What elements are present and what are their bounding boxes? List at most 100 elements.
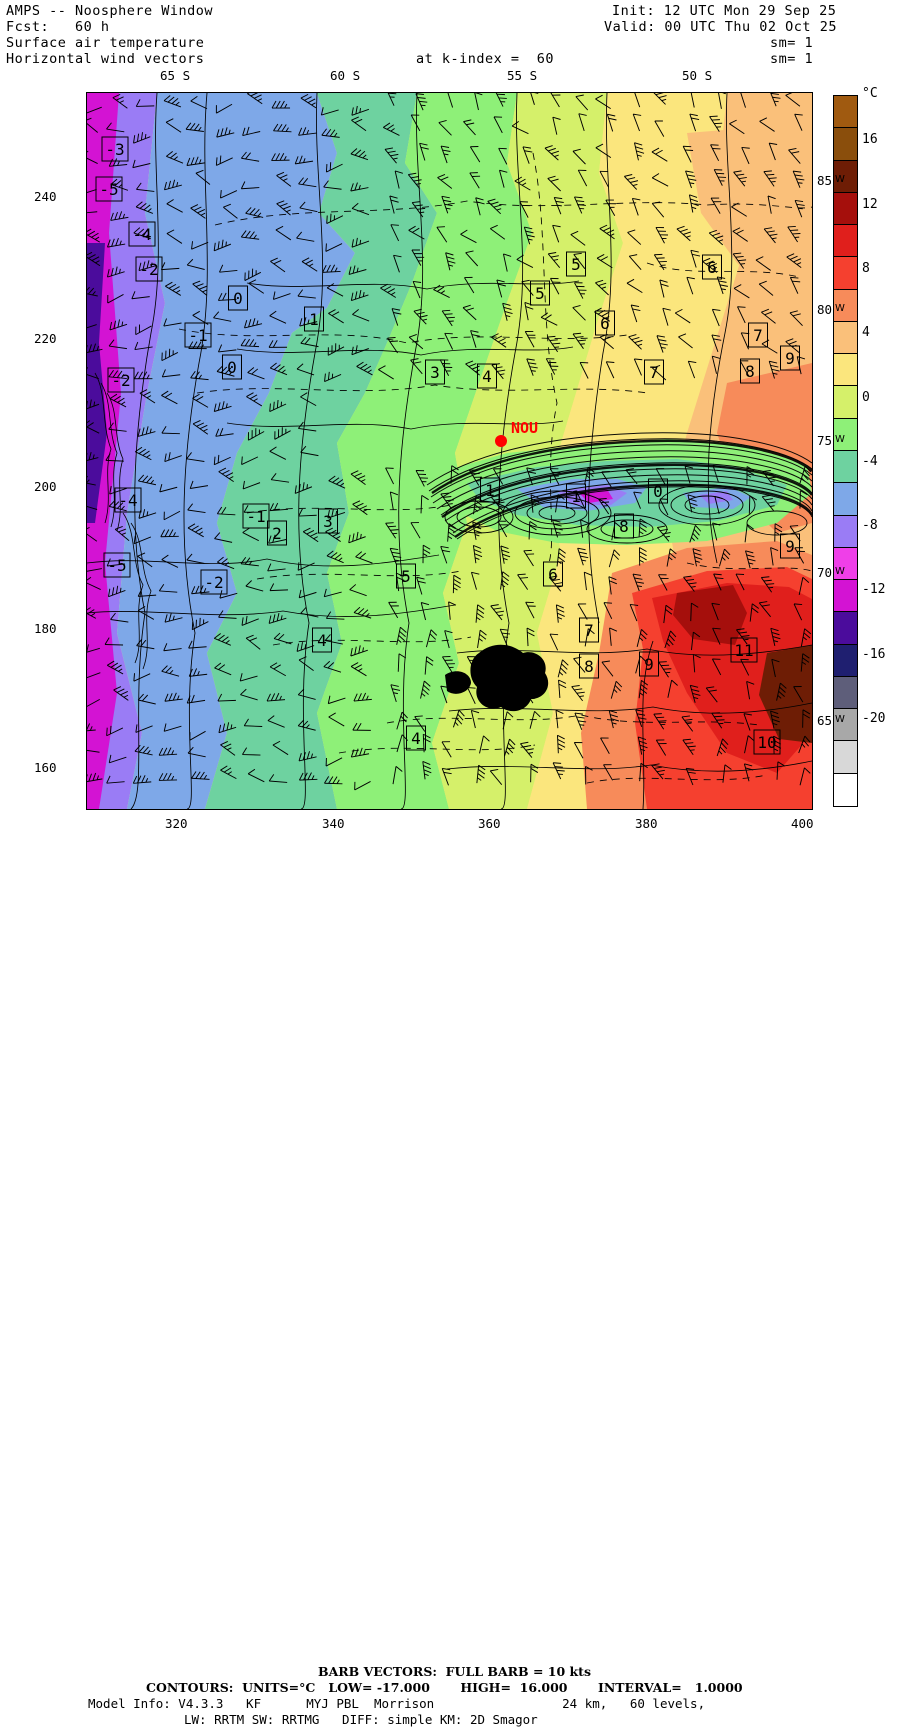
contour-label: -2: [108, 368, 134, 392]
svg-text:8: 8: [745, 362, 755, 381]
contour-label: -2: [201, 570, 227, 594]
colorbar-band: [834, 516, 857, 548]
colorbar-band: [834, 645, 857, 677]
contour-label: 10: [754, 730, 780, 754]
colorbar-tick-label: 16: [862, 132, 878, 147]
colorbar-lat-mark: W: [835, 715, 845, 725]
colorbar-band: [834, 483, 857, 515]
svg-text:0: 0: [653, 482, 663, 501]
contour-label: -2: [136, 257, 162, 281]
svg-text:-5: -5: [107, 556, 126, 575]
svg-text:-2: -2: [111, 371, 130, 390]
contour-label: -5: [104, 553, 130, 577]
colorbar-tick-label: 4: [862, 325, 870, 340]
svg-text:-4: -4: [118, 491, 137, 510]
valid-time: Valid: 00 UTC Thu 02 Oct 25: [604, 20, 837, 35]
svg-text:-2: -2: [204, 573, 223, 592]
amps-noosphere-window: AMPS -- Noosphere Window Fcst: 60 h Surf…: [0, 0, 900, 900]
colorbar-lat-label: 70: [806, 565, 832, 580]
field-name: Surface air temperature: [6, 36, 204, 51]
svg-text:5: 5: [535, 284, 545, 303]
bottom-axis-tick: 380: [635, 816, 658, 831]
svg-text:1: 1: [485, 481, 495, 500]
app-title: AMPS -- Noosphere Window: [6, 4, 213, 19]
left-axis-tick: 220: [34, 331, 57, 346]
svg-text:1: 1: [571, 487, 581, 506]
k-index-label: at k-index = 60: [416, 52, 554, 67]
bottom-axis-tick: 320: [165, 816, 188, 831]
svg-text:5: 5: [571, 255, 581, 274]
colorbar-band: [834, 354, 857, 386]
colorbar-lat-mark: W: [835, 435, 845, 445]
colorbar-lat-label: 80: [806, 302, 832, 317]
contour-legend: CONTOURS: UNITS=°C LOW= -17.000 HIGH= 16…: [146, 1680, 743, 1695]
contour-label: -1: [243, 504, 269, 528]
smoothing-2: sm= 1: [770, 52, 813, 67]
colorbar-tick-label: 0: [862, 390, 870, 405]
contour-label: 11: [731, 638, 757, 662]
svg-text:7: 7: [753, 326, 763, 345]
init-time: Init: 12 UTC Mon 29 Sep 25: [612, 4, 836, 19]
colorbar-tick-label: -8: [862, 518, 878, 533]
colorbar-band: [834, 774, 857, 806]
colorbar-band: [834, 322, 857, 354]
svg-text:7: 7: [584, 621, 594, 640]
colorbar-unit-label: °C: [862, 86, 878, 101]
svg-text:9: 9: [644, 655, 654, 674]
physics-info: LW: RRTM SW: RRTMG DIFF: simple KM: 2D S…: [184, 1712, 538, 1727]
left-axis-tick: 160: [34, 760, 57, 775]
colorbar-band: [834, 128, 857, 160]
colorbar-tick-label: -20: [862, 711, 885, 726]
colorbar-lat-mark: W: [835, 175, 845, 185]
top-axis-tick: 60 S: [330, 68, 360, 83]
top-axis-tick: 55 S: [507, 68, 537, 83]
svg-text:-5: -5: [99, 180, 118, 199]
vector-field-name: Horizontal wind vectors: [6, 52, 204, 67]
colorbar-lat-label: 75: [806, 433, 832, 448]
left-axis-tick: 180: [34, 621, 57, 636]
contour-label: -5: [96, 177, 122, 201]
colorbar-band: [834, 451, 857, 483]
footer: BARB VECTORS: FULL BARB = 10 kts CONTOUR…: [0, 830, 900, 900]
top-axis-tick: 65 S: [160, 68, 190, 83]
barb-legend: BARB VECTORS: FULL BARB = 10 kts: [318, 1664, 591, 1679]
svg-text:-1: -1: [246, 507, 265, 526]
left-axis-tick: 240: [34, 189, 57, 204]
svg-text:6: 6: [707, 258, 717, 277]
svg-text:9: 9: [785, 349, 795, 368]
svg-text:7: 7: [649, 363, 659, 382]
colorbar-tick-label: 8: [862, 261, 870, 276]
contour-label: -3: [102, 137, 128, 161]
svg-text:0: 0: [227, 358, 237, 377]
header: AMPS -- Noosphere Window Fcst: 60 h Surf…: [0, 0, 900, 90]
colorbar-lat-label: 65: [806, 713, 832, 728]
svg-text:-3: -3: [105, 140, 124, 159]
svg-text:5: 5: [401, 567, 411, 586]
svg-text:-1: -1: [188, 326, 207, 345]
svg-text:4: 4: [317, 631, 327, 650]
map-canvas: -3-5-4-20-11-203456567897-4-13-5-2245608…: [87, 93, 812, 809]
colorbar-band: [834, 225, 857, 257]
colorbar-band: [834, 612, 857, 644]
colorbar-lat-label: 85: [806, 173, 832, 188]
svg-text:6: 6: [600, 314, 610, 333]
svg-text:9: 9: [785, 537, 795, 556]
contour-label: -4: [115, 488, 141, 512]
svg-text:3: 3: [430, 363, 440, 382]
colorbar-lat-mark: W: [835, 304, 845, 314]
svg-text:6: 6: [548, 565, 558, 584]
svg-text:3: 3: [323, 512, 333, 531]
colorbar-tick-label: -4: [862, 454, 878, 469]
colorbar-tick-label: -16: [862, 647, 885, 662]
colorbar-band: [834, 96, 857, 128]
svg-text:4: 4: [411, 729, 421, 748]
colorbar-tick-label: -12: [862, 582, 885, 597]
colorbar-lat-mark: W: [835, 567, 845, 577]
svg-text:2: 2: [272, 524, 282, 543]
svg-text:4: 4: [482, 367, 492, 386]
svg-text:11: 11: [734, 641, 753, 660]
temperature-colorbar[interactable]: [833, 95, 858, 807]
colorbar-band: [834, 741, 857, 773]
colorbar-band: [834, 193, 857, 225]
